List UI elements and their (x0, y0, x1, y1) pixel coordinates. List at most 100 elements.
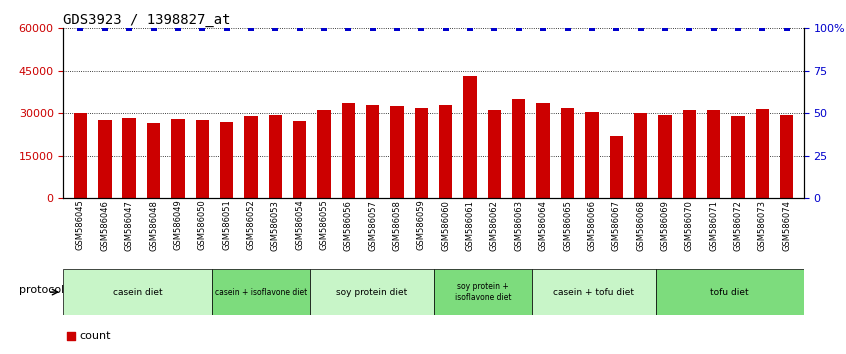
Text: casein + tofu diet: casein + tofu diet (553, 287, 634, 297)
Text: GSM586051: GSM586051 (222, 200, 231, 250)
Bar (366, 105, 379, 198)
Bar (536, 103, 550, 198)
Bar (244, 116, 258, 198)
Text: GSM586058: GSM586058 (393, 200, 402, 251)
Text: GSM586049: GSM586049 (173, 200, 183, 250)
Text: GSM586065: GSM586065 (563, 200, 572, 251)
Bar (512, 99, 525, 198)
Point (64, 333, 78, 339)
Text: protocol: protocol (19, 285, 64, 295)
Bar (98, 120, 112, 198)
Bar (268, 115, 282, 198)
Bar (317, 110, 331, 198)
Text: GSM586071: GSM586071 (709, 200, 718, 251)
Bar (433, 269, 532, 315)
Point (220, 25, 233, 31)
Text: casein + isoflavone diet: casein + isoflavone diet (215, 287, 307, 297)
Bar (609, 136, 623, 198)
Text: GSM586074: GSM586074 (783, 200, 791, 251)
Bar (123, 118, 136, 198)
Point (317, 25, 331, 31)
Point (293, 25, 306, 31)
Text: GDS3923 / 1398827_at: GDS3923 / 1398827_at (63, 13, 231, 27)
Text: GSM586066: GSM586066 (587, 200, 596, 251)
Bar (63, 269, 211, 315)
Bar (220, 122, 233, 198)
Point (171, 25, 184, 31)
Bar (532, 269, 656, 315)
Text: GSM586062: GSM586062 (490, 200, 499, 251)
Bar (212, 269, 310, 315)
Text: soy protein +
isoflavone diet: soy protein + isoflavone diet (454, 282, 511, 302)
Text: GSM586068: GSM586068 (636, 200, 645, 251)
Bar (561, 108, 574, 198)
Bar (585, 112, 599, 198)
Point (464, 25, 477, 31)
Point (683, 25, 696, 31)
Text: GSM586070: GSM586070 (684, 200, 694, 251)
Point (512, 25, 525, 31)
Text: GSM586057: GSM586057 (368, 200, 377, 251)
Bar (488, 110, 501, 198)
Point (268, 25, 282, 31)
Text: GSM586055: GSM586055 (320, 200, 328, 250)
Text: GSM586056: GSM586056 (343, 200, 353, 251)
Text: GSM586047: GSM586047 (124, 200, 134, 251)
Point (439, 25, 453, 31)
Bar (195, 120, 209, 198)
Point (658, 25, 672, 31)
Text: casein diet: casein diet (113, 287, 162, 297)
Text: GSM586069: GSM586069 (661, 200, 669, 251)
Bar (310, 269, 433, 315)
Point (146, 25, 160, 31)
Text: GSM586048: GSM586048 (149, 200, 158, 251)
Point (780, 25, 794, 31)
Point (609, 25, 623, 31)
Bar (755, 109, 769, 198)
Point (731, 25, 744, 31)
Bar (415, 108, 428, 198)
Bar (634, 113, 647, 198)
Text: count: count (80, 331, 111, 341)
Point (415, 25, 428, 31)
Point (74, 25, 87, 31)
Bar (147, 123, 160, 198)
Point (366, 25, 380, 31)
Bar (656, 269, 804, 315)
Text: GSM586059: GSM586059 (417, 200, 426, 250)
Bar (74, 113, 87, 198)
Bar (171, 119, 184, 198)
Point (755, 25, 769, 31)
Point (707, 25, 721, 31)
Point (244, 25, 258, 31)
Text: GSM586064: GSM586064 (539, 200, 547, 251)
Text: GSM586063: GSM586063 (514, 200, 524, 251)
Bar (464, 76, 477, 198)
Text: GSM586067: GSM586067 (612, 200, 621, 251)
Point (342, 25, 355, 31)
Bar (390, 106, 404, 198)
Point (561, 25, 574, 31)
Point (536, 25, 550, 31)
Text: GSM586050: GSM586050 (198, 200, 206, 250)
Text: soy protein diet: soy protein diet (336, 287, 408, 297)
Point (390, 25, 404, 31)
Bar (780, 115, 794, 198)
Text: GSM586053: GSM586053 (271, 200, 280, 251)
Bar (658, 115, 672, 198)
Text: tofu diet: tofu diet (711, 287, 749, 297)
Text: GSM586045: GSM586045 (76, 200, 85, 250)
Text: GSM586054: GSM586054 (295, 200, 305, 250)
Text: GSM586073: GSM586073 (758, 200, 766, 251)
Point (487, 25, 501, 31)
Text: GSM586072: GSM586072 (733, 200, 743, 251)
Bar (293, 121, 306, 198)
Point (98, 25, 112, 31)
Text: GSM586052: GSM586052 (246, 200, 255, 250)
Bar (707, 110, 720, 198)
Bar (731, 116, 744, 198)
Bar (439, 105, 453, 198)
Text: GSM586061: GSM586061 (465, 200, 475, 251)
Point (195, 25, 209, 31)
Point (634, 25, 647, 31)
